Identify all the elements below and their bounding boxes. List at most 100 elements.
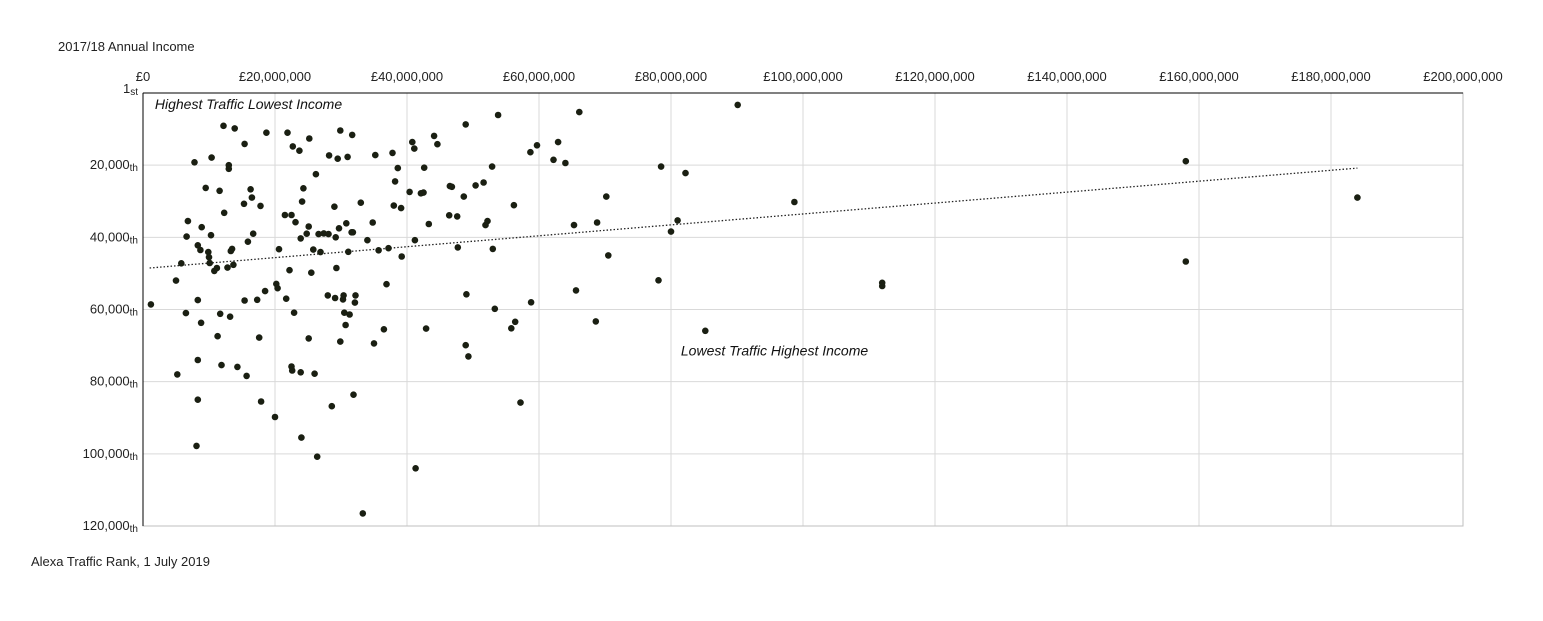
data-point	[1354, 194, 1361, 201]
data-point	[357, 199, 365, 206]
data-point	[184, 217, 192, 225]
data-point	[286, 266, 293, 274]
x-tick-label: £40,000,000	[371, 69, 443, 84]
data-point	[517, 399, 524, 406]
data-point	[420, 164, 428, 171]
data-point	[257, 398, 265, 405]
data-point	[342, 321, 349, 329]
data-point	[281, 211, 289, 219]
data-point	[364, 236, 371, 244]
data-point	[397, 204, 405, 212]
data-point	[193, 442, 200, 450]
y-tick-label: 100,000th	[83, 446, 138, 463]
annotations: Highest Traffic Lowest Income Lowest Traf…	[155, 96, 868, 358]
data-point	[284, 129, 291, 136]
data-point	[328, 402, 336, 410]
data-point	[702, 327, 709, 335]
data-point	[317, 248, 324, 256]
data-point	[562, 159, 569, 167]
data-point	[230, 261, 237, 269]
data-point	[315, 230, 322, 238]
data-point	[288, 367, 296, 374]
data-point	[257, 202, 264, 210]
data-point	[208, 154, 215, 161]
data-point	[350, 391, 357, 399]
data-point	[288, 211, 295, 219]
data-points	[147, 101, 1361, 517]
data-point	[398, 253, 406, 260]
data-point	[205, 253, 213, 261]
data-point	[655, 277, 662, 284]
data-point	[667, 228, 675, 235]
data-point	[147, 301, 155, 308]
data-point	[194, 356, 202, 364]
data-point	[489, 245, 497, 253]
data-point	[605, 252, 612, 259]
data-point	[337, 127, 344, 134]
data-point	[325, 230, 332, 238]
data-point	[298, 198, 306, 205]
data-point	[297, 235, 305, 242]
data-point	[463, 291, 470, 298]
data-point	[734, 101, 741, 109]
data-point	[332, 234, 340, 241]
data-point	[460, 193, 468, 200]
data-point	[603, 193, 610, 200]
x-tick-label: £120,000,000	[895, 69, 975, 84]
y-axis-ticks: 1st 20,000th 40,000th 60,000th 80,000th 100,0…	[83, 81, 139, 535]
y-tick-label: 1st	[123, 81, 138, 98]
data-point	[214, 332, 221, 340]
data-point	[369, 219, 377, 226]
y-tick-label: 120,000th	[83, 518, 138, 535]
data-point	[198, 223, 205, 231]
data-point	[472, 182, 479, 189]
data-point	[409, 138, 416, 146]
data-point	[324, 292, 332, 299]
data-point	[491, 305, 499, 313]
data-point	[202, 184, 209, 192]
data-point	[220, 122, 227, 130]
x-axis-title: 2017/18 Annual Income	[58, 39, 195, 54]
data-point	[243, 372, 250, 380]
data-point	[191, 159, 198, 166]
data-point	[240, 200, 248, 208]
data-point	[241, 297, 248, 304]
data-point	[454, 244, 462, 251]
data-point	[225, 161, 233, 169]
data-point	[510, 201, 518, 209]
data-point	[241, 140, 248, 148]
data-point	[303, 230, 311, 237]
y-tick-label: 40,000th	[90, 229, 138, 246]
data-point	[657, 163, 665, 170]
data-point	[674, 217, 681, 224]
data-point	[335, 225, 343, 232]
data-point	[174, 371, 181, 378]
data-point	[878, 282, 886, 290]
data-point	[182, 309, 190, 317]
data-point	[391, 178, 399, 185]
data-point	[216, 187, 223, 195]
data-point	[370, 340, 378, 347]
trendline	[149, 167, 1358, 269]
data-point	[359, 510, 367, 517]
x-tick-label: £180,000,000	[1291, 69, 1371, 84]
data-point	[206, 259, 213, 267]
data-point	[462, 121, 470, 128]
data-point	[422, 325, 430, 332]
x-tick-label: £140,000,000	[1027, 69, 1107, 84]
data-point	[289, 143, 297, 150]
x-tick-label: £160,000,000	[1159, 69, 1239, 84]
data-point	[488, 163, 496, 170]
y-tick-label: 60,000th	[90, 301, 138, 318]
x-axis-ticks: £0 £20,000,000 £40,000,000 £60,000,000 £80,0…	[136, 69, 1503, 84]
data-point	[337, 338, 344, 345]
y-tick-label: 20,000th	[90, 157, 138, 174]
data-point	[344, 153, 351, 161]
data-point	[311, 370, 318, 378]
data-point	[274, 284, 281, 292]
chart-annotation: Highest Traffic Lowest Income	[155, 96, 342, 112]
data-point	[527, 148, 534, 156]
data-point	[465, 353, 472, 360]
data-point	[194, 296, 202, 304]
